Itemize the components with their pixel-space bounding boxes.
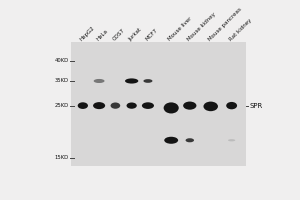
Text: COS7: COS7 <box>112 28 126 42</box>
Ellipse shape <box>142 102 154 109</box>
Text: HeLa: HeLa <box>96 28 109 42</box>
Text: Mouse pancreas: Mouse pancreas <box>207 6 242 42</box>
Ellipse shape <box>183 102 196 110</box>
Ellipse shape <box>93 102 105 109</box>
Ellipse shape <box>226 102 237 109</box>
Text: Mouse kidney: Mouse kidney <box>186 11 217 42</box>
Ellipse shape <box>164 102 179 113</box>
Bar <box>71 42 246 166</box>
Ellipse shape <box>127 102 137 109</box>
Text: SPR: SPR <box>250 103 263 109</box>
Ellipse shape <box>125 78 138 84</box>
Text: HepG2: HepG2 <box>79 25 96 42</box>
Text: 15KD: 15KD <box>55 155 69 160</box>
Text: Rat kidney: Rat kidney <box>228 17 252 42</box>
Text: 25KD: 25KD <box>55 103 69 108</box>
Text: Jurkat: Jurkat <box>128 27 143 42</box>
Ellipse shape <box>164 137 178 144</box>
Ellipse shape <box>143 79 152 83</box>
Ellipse shape <box>186 138 194 142</box>
Ellipse shape <box>94 79 105 83</box>
Text: 35KD: 35KD <box>55 78 69 83</box>
Ellipse shape <box>228 139 235 141</box>
Text: 40KD: 40KD <box>55 58 69 63</box>
Ellipse shape <box>111 102 120 109</box>
Ellipse shape <box>203 102 218 111</box>
Text: Mouse liver: Mouse liver <box>168 16 194 42</box>
Text: MCF7: MCF7 <box>144 28 158 42</box>
Ellipse shape <box>78 102 88 109</box>
